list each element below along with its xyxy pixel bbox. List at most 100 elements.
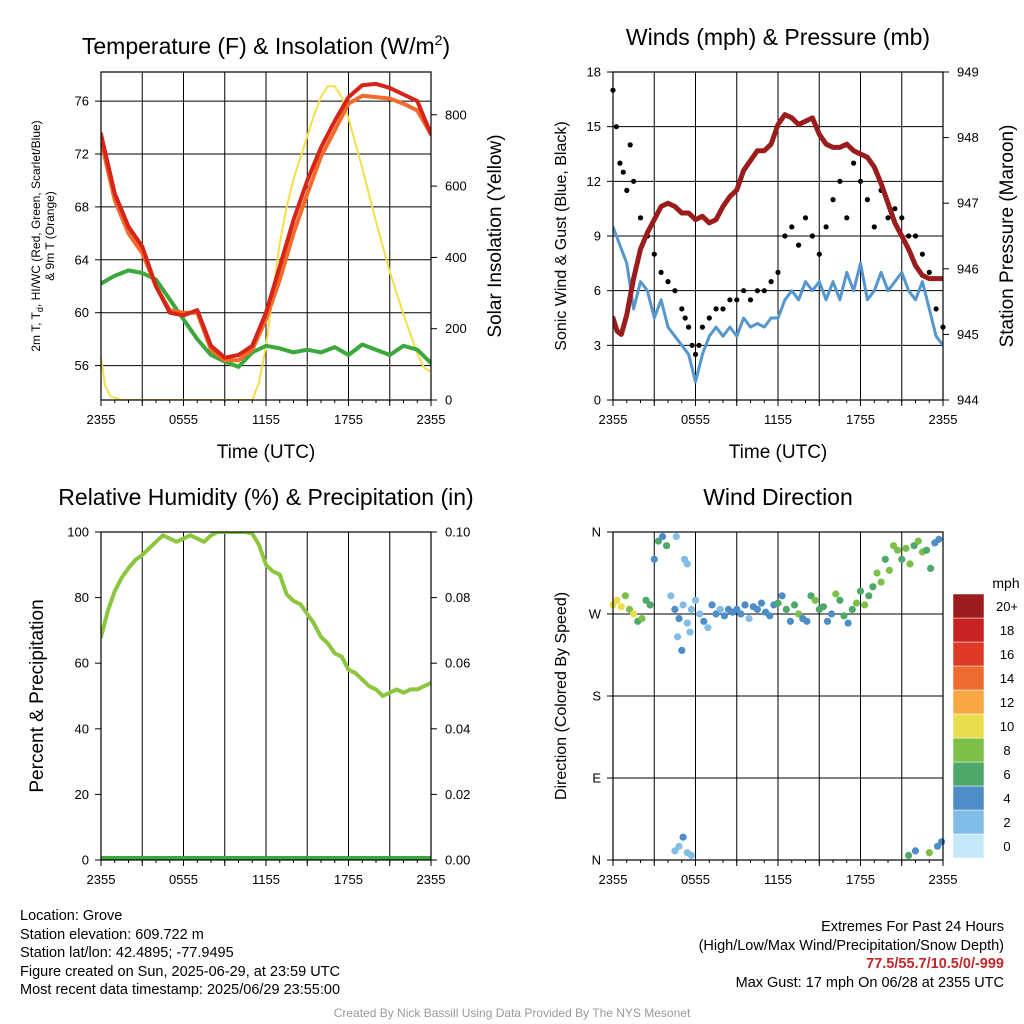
winds-panel-title: Winds (mph) & Pressure (mb) bbox=[626, 24, 930, 50]
temperature-y-tick-label: 56 bbox=[75, 358, 89, 373]
temperature-series-2m-t bbox=[101, 81, 431, 360]
winds-gust-point bbox=[637, 215, 644, 221]
humidity-y-axis-label: Percent & Precipitation bbox=[27, 599, 48, 792]
winds-y2-tick-label: 946 bbox=[957, 261, 979, 276]
humidity-panel-title: Relative Humidity (%) & Precipitation (i… bbox=[58, 484, 473, 510]
temperature-y-tick-label: 60 bbox=[75, 305, 89, 320]
direction-point bbox=[671, 605, 679, 614]
temperature-y-axis-label-line2: & 9m T (Orange) bbox=[43, 191, 57, 281]
winds-gust-point bbox=[713, 306, 719, 312]
direction-y-tick-label: S bbox=[592, 689, 601, 704]
winds-gust-point bbox=[926, 269, 932, 275]
winds-y-tick-label: 3 bbox=[594, 338, 601, 353]
humidity-x-tick-label: 2355 bbox=[87, 872, 116, 887]
direction-point bbox=[650, 555, 658, 563]
winds-y-tick-label: 12 bbox=[587, 174, 601, 189]
direction-point bbox=[691, 596, 700, 604]
humidity-x-tick-label: 2355 bbox=[417, 872, 446, 887]
direction-point bbox=[778, 592, 786, 600]
temperature-y-tick-label: 68 bbox=[75, 199, 89, 214]
direction-x-tick-label: 1755 bbox=[846, 872, 875, 887]
winds-gust-point bbox=[679, 306, 685, 312]
direction-point bbox=[720, 612, 729, 620]
temperature-x-tick-label: 0555 bbox=[169, 412, 198, 427]
temperature-series-td bbox=[101, 268, 431, 369]
direction-point bbox=[898, 555, 906, 563]
humidity-y-tick-label: 60 bbox=[75, 656, 89, 671]
temperature-y-tick-label: 64 bbox=[75, 252, 89, 267]
winds-series-station-pressure bbox=[613, 112, 943, 337]
winds-y2-tick-label: 949 bbox=[957, 65, 979, 80]
direction-point bbox=[877, 578, 885, 586]
direction-point bbox=[753, 605, 762, 614]
direction-point bbox=[885, 566, 894, 574]
winds-gust-point bbox=[837, 178, 843, 184]
direction-point bbox=[675, 615, 683, 623]
colorbar-title: mph bbox=[992, 575, 1019, 591]
station-elevation: Station elevation: 609.722 m bbox=[20, 926, 204, 943]
colorbar-label: 12 bbox=[1000, 695, 1014, 710]
winds-y2-tick-label: 945 bbox=[957, 327, 979, 342]
direction-point bbox=[832, 590, 840, 598]
winds-gust-point bbox=[892, 206, 898, 212]
temperature-y2-tick-label: 400 bbox=[445, 250, 467, 265]
direction-point bbox=[873, 569, 881, 577]
direction-point bbox=[927, 564, 935, 573]
winds-gust-point bbox=[665, 279, 671, 285]
colorbar-label: 16 bbox=[1000, 647, 1014, 662]
winds-y-axis-label: Sonic Wind & Gust (Blue, Black) bbox=[553, 121, 570, 350]
direction-point bbox=[910, 542, 918, 550]
direction-point bbox=[678, 646, 686, 655]
direction-point bbox=[741, 601, 749, 609]
direction-point bbox=[745, 615, 753, 623]
direction-point bbox=[865, 592, 873, 600]
winds-gust-point bbox=[627, 142, 633, 148]
winds-x-tick-label: 2355 bbox=[599, 412, 628, 427]
direction-point bbox=[894, 546, 902, 554]
winds-gust-point bbox=[734, 297, 740, 303]
direction-point bbox=[704, 624, 712, 632]
direction-point bbox=[795, 610, 803, 618]
colorbar-swatch bbox=[952, 809, 985, 835]
direction-point bbox=[716, 605, 724, 614]
direction-point bbox=[935, 535, 943, 543]
humidity-y-tick-label: 100 bbox=[67, 525, 89, 540]
winds-gust-point bbox=[871, 224, 877, 230]
winds-x-tick-label: 2355 bbox=[929, 412, 958, 427]
direction-point bbox=[663, 542, 671, 550]
direction-y-tick-label: E bbox=[592, 771, 601, 786]
colorbar-label: 8 bbox=[1003, 743, 1010, 758]
direction-point bbox=[906, 560, 914, 568]
winds-y-tick-label: 15 bbox=[587, 119, 601, 134]
direction-y-tick-label: W bbox=[589, 607, 602, 622]
direction-point bbox=[852, 599, 861, 607]
direction-point bbox=[630, 610, 638, 618]
winds-y2-tick-label: 948 bbox=[957, 130, 979, 145]
station-location: Location: Grove bbox=[20, 908, 123, 924]
direction-x-tick-label: 1155 bbox=[764, 872, 792, 887]
temperature-x-tick-label: 2355 bbox=[87, 412, 116, 427]
colorbar-label: 6 bbox=[1003, 767, 1010, 782]
direction-x-tick-label: 2355 bbox=[599, 872, 628, 887]
station-latlon: Station lat/lon: 42.4895; -77.9495 bbox=[20, 945, 234, 961]
direction-point bbox=[836, 596, 844, 604]
temperature-x-tick-label: 1155 bbox=[252, 412, 280, 427]
credit-line: Created By Nick Bassill Using Data Provi… bbox=[333, 1006, 691, 1020]
direction-y-tick-label: N bbox=[592, 525, 601, 540]
direction-point bbox=[925, 849, 933, 857]
humidity-plot-frame bbox=[100, 531, 432, 861]
winds-gust-point bbox=[864, 197, 871, 203]
winds-gust-point bbox=[696, 342, 702, 348]
winds-series-sonic-wind bbox=[613, 225, 943, 384]
direction-point bbox=[638, 615, 646, 623]
winds-gust-point bbox=[692, 351, 699, 357]
winds-gust-point bbox=[809, 233, 816, 239]
direction-point bbox=[687, 605, 696, 614]
direction-point bbox=[667, 592, 675, 600]
direction-point bbox=[613, 596, 621, 604]
winds-gust-point bbox=[699, 324, 706, 330]
direction-plot-frame bbox=[612, 531, 944, 861]
winds-gust-point bbox=[933, 306, 939, 312]
direction-point bbox=[737, 610, 745, 618]
